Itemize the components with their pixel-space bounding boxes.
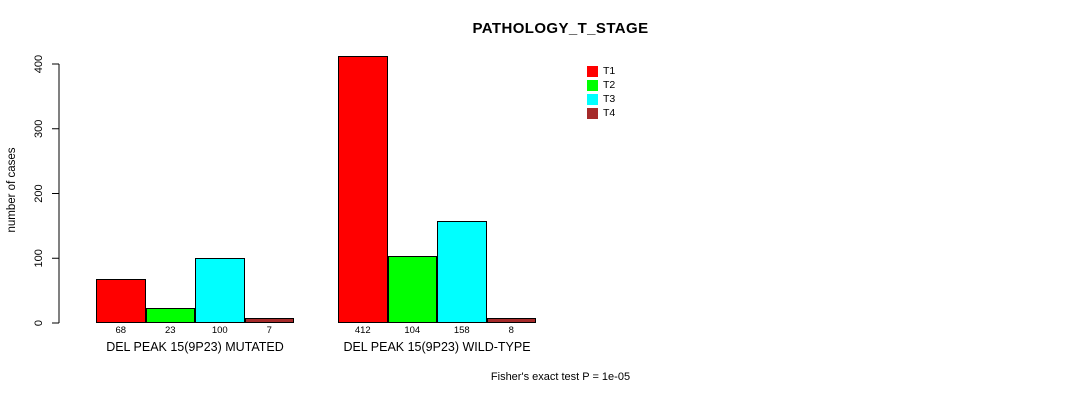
bar-value-label: 68	[115, 325, 127, 336]
y-tick-label: 200	[33, 184, 45, 202]
legend-label: T1	[603, 65, 616, 77]
bar-t1-group2	[338, 56, 388, 323]
bar-value-label: 158	[453, 325, 470, 336]
legend-item-t3: T3	[587, 92, 615, 106]
bar-value-label: 100	[211, 325, 228, 336]
bar-t4-group1	[244, 318, 294, 323]
fisher-test-annotation: Fisher's exact test P = 1e-05	[490, 371, 631, 383]
legend: T1 T2 T3 T4	[587, 64, 615, 120]
y-tick-label: 400	[33, 55, 45, 73]
y-tick-label: 0	[33, 320, 45, 326]
legend-swatch	[587, 93, 598, 105]
bar-t2-group2	[387, 256, 437, 323]
bar-value-label: 7	[266, 325, 272, 336]
bar-value-label: 412	[354, 325, 371, 336]
bar-t2-group1	[145, 308, 195, 323]
legend-swatch	[587, 65, 598, 77]
legend-swatch	[587, 107, 598, 119]
legend-item-t2: T2	[587, 78, 615, 92]
legend-label: T2	[603, 79, 616, 91]
bar-t1-group1	[96, 279, 146, 323]
category-label: DEL PEAK 15(9P23) WILD-TYPE	[343, 340, 531, 354]
legend-item-t4: T4	[587, 106, 615, 120]
y-tick-label: 300	[33, 120, 45, 138]
y-tick-label: 100	[33, 249, 45, 267]
bar-value-label: 23	[164, 325, 176, 336]
category-label: DEL PEAK 15(9P23) MUTATED	[106, 340, 284, 354]
chart-title: PATHOLOGY_T_STAGE	[472, 20, 649, 37]
bar-t3-group2	[437, 221, 487, 323]
legend-item-t1: T1	[587, 64, 615, 78]
legend-label: T3	[603, 93, 616, 105]
bar-value-label: 8	[508, 325, 514, 336]
bar-value-label: 104	[404, 325, 421, 336]
bar-t4-group2	[486, 318, 536, 323]
legend-label: T4	[603, 107, 616, 119]
legend-swatch	[587, 79, 598, 91]
bar-t3-group1	[195, 258, 245, 323]
